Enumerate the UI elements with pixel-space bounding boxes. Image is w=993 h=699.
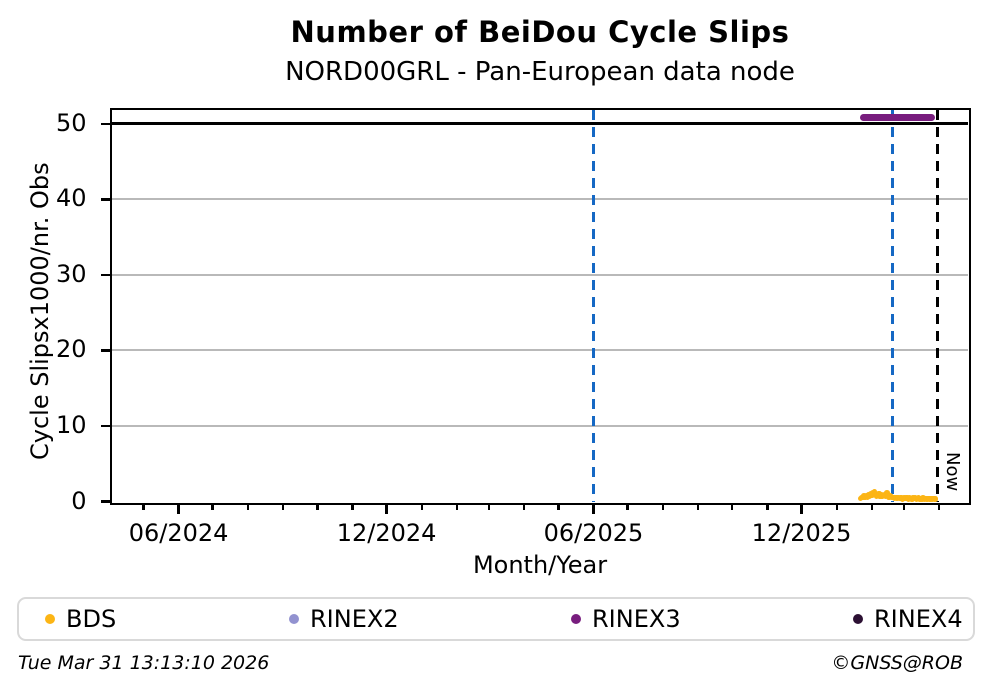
- bds-point: [932, 496, 939, 502]
- x-minor-tick: [766, 504, 769, 510]
- y-tick-label: 0: [71, 486, 87, 515]
- x-minor-tick: [281, 504, 285, 510]
- chart-title: Number of BeiDou Cycle Slips: [290, 15, 790, 49]
- y-gridline: [111, 424, 968, 427]
- y-tick: [100, 349, 110, 352]
- clip-line-50: [111, 122, 968, 126]
- bds-point: [871, 488, 878, 495]
- x-minor-tick: [316, 504, 319, 510]
- rinex2-marker-icon: [289, 614, 299, 624]
- x-minor-tick: [211, 504, 214, 510]
- legend-item-rinex4: RINEX4: [853, 599, 963, 639]
- x-tick-label: 12/2025: [751, 518, 852, 547]
- x-minor-tick: [351, 504, 354, 510]
- legend-label-rinex3: RINEX3: [592, 605, 681, 633]
- rinex3-marker-icon: [571, 614, 581, 624]
- y-tick: [100, 273, 110, 277]
- chart-subtitle: NORD00GRL - Pan-European data node: [285, 57, 795, 87]
- x-minor-tick: [420, 504, 424, 510]
- rinex4-marker-icon: [853, 614, 863, 624]
- timestamp-text: Tue Mar 31 13:13:10 2026: [18, 652, 270, 674]
- x-tick-label: 06/2024: [128, 518, 229, 547]
- x-minor-tick: [455, 504, 459, 510]
- bds-marker-icon: [45, 614, 55, 624]
- x-major-tick: [800, 504, 803, 514]
- plot-area: 0 10 20 30 40 50 06/2024 12/2024 06/2025 12/2025 N…: [56, 107, 971, 547]
- x-minor-tick: [937, 504, 941, 510]
- legend: BDS RINEX2 RINEX3 RINEX4: [17, 597, 975, 641]
- legend-item-rinex3: RINEX3: [571, 599, 681, 639]
- rinex3-availability-line: [859, 113, 935, 121]
- legend-label-rinex2: RINEX2: [310, 605, 399, 633]
- x-minor-tick: [661, 504, 665, 510]
- y-gridline: [111, 349, 968, 352]
- x-minor-tick: [487, 504, 491, 510]
- now-label: Now: [941, 451, 963, 491]
- x-minor-tick: [142, 504, 145, 510]
- now-line: [936, 109, 940, 502]
- y-tick-label: 10: [55, 410, 87, 439]
- y-gridline: [111, 273, 968, 276]
- legend-item-rinex2: RINEX2: [289, 599, 399, 639]
- y-tick-label: 30: [55, 259, 87, 288]
- legend-label-rinex4: RINEX4: [874, 605, 963, 633]
- event-2-line: [890, 109, 894, 502]
- x-major-tick: [592, 504, 595, 514]
- legend-item-bds: BDS: [45, 599, 116, 639]
- x-minor-tick: [696, 504, 700, 510]
- x-minor-tick: [522, 504, 526, 510]
- y-tick: [100, 424, 110, 428]
- y-tick-label: 40: [55, 184, 87, 213]
- x-minor-tick: [246, 504, 250, 510]
- x-minor-tick: [835, 504, 839, 510]
- x-minor-tick: [902, 504, 906, 510]
- y-tick-label: 20: [55, 335, 87, 364]
- credit-text: ©GNSS@ROB: [831, 652, 963, 674]
- y-tick: [100, 500, 110, 503]
- legend-label-bds: BDS: [66, 605, 117, 633]
- y-tick-label: 50: [55, 108, 87, 137]
- y-tick: [100, 122, 110, 126]
- x-major-tick: [385, 504, 388, 514]
- x-minor-tick: [626, 504, 629, 510]
- event-1-line: [591, 109, 595, 502]
- x-minor-tick: [870, 504, 874, 510]
- x-major-tick: [177, 504, 180, 514]
- x-tick-label: 12/2024: [336, 518, 437, 547]
- x-axis-label: Month/Year: [472, 551, 608, 579]
- y-tick: [100, 198, 110, 201]
- x-tick-label: 06/2025: [543, 518, 644, 547]
- x-minor-tick: [730, 504, 734, 510]
- y-gridline: [111, 198, 968, 201]
- x-minor-tick: [557, 504, 560, 510]
